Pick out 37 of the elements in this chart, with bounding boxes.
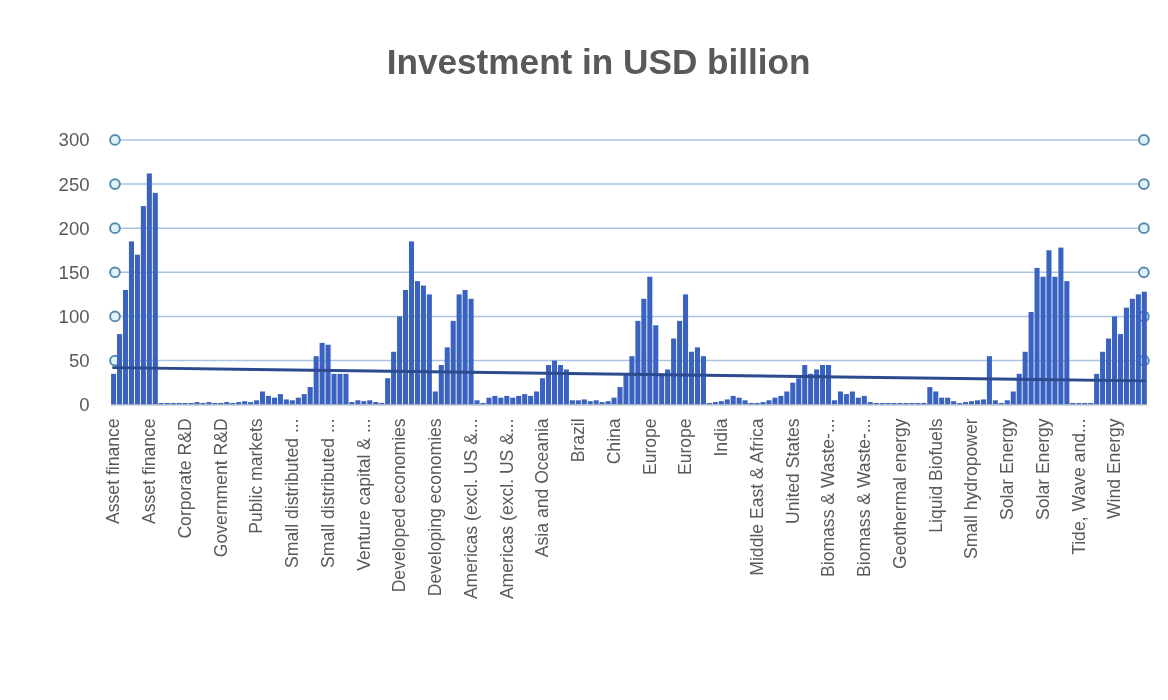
x-tick-label: Americas (excl. US &... (460, 418, 481, 600)
x-tick-label: Asset finance (103, 418, 124, 524)
x-tick-label: Solar Energy (997, 418, 1018, 521)
x-tick-label: Geothermal energy (889, 418, 910, 569)
x-tick-label: Middle East & Africa (746, 418, 767, 576)
x-tick-label: United States (782, 418, 803, 524)
x-tick-label: Venture capital & ... (353, 418, 374, 571)
x-tick-label: Tide, Wave and... (1068, 418, 1089, 555)
x-tick-label: Public markets (246, 418, 267, 534)
x-tick-label: Asset finance (139, 418, 160, 524)
x-tick-label: Biomass & Waste-... (854, 418, 875, 577)
x-tick-label: Government R&D (210, 418, 231, 558)
y-tick-label: 150 (58, 261, 90, 283)
x-tick-label: Developed economies (389, 418, 410, 593)
y-tick-label: 200 (58, 217, 90, 239)
x-tick-label: Asia and Oceania (532, 418, 553, 558)
x-tick-label: Small hydropower (961, 418, 982, 560)
y-tick-label: 50 (68, 350, 90, 372)
x-tick-label: Developing economies (425, 418, 446, 597)
x-tick-label: Europe (675, 418, 696, 476)
x-tick-label: India (711, 418, 732, 457)
x-tick-label: Brazil (568, 418, 589, 463)
chart-title: Investment in USD billion (386, 42, 811, 82)
y-tick-label: 250 (58, 173, 90, 195)
y-tick-label: 100 (58, 305, 90, 327)
x-tick-label: Corporate R&D (174, 418, 195, 539)
x-tick-label: Small distributed ... (282, 418, 303, 568)
x-tick-label: Liquid Biofuels (925, 418, 946, 533)
x-tick-label: Biomass & Waste-... (818, 418, 839, 577)
y-tick-label: 0 (79, 394, 90, 416)
x-tick-label: China (603, 418, 624, 465)
x-tick-label: Small distributed ... (317, 418, 338, 568)
y-tick-label: 300 (58, 129, 90, 151)
x-tick-label: Europe (639, 418, 660, 476)
x-tick-label: Wind Energy (1104, 418, 1125, 520)
x-tick-label: Solar Energy (1032, 418, 1053, 521)
x-tick-label: Americas (excl. US &... (496, 418, 517, 600)
